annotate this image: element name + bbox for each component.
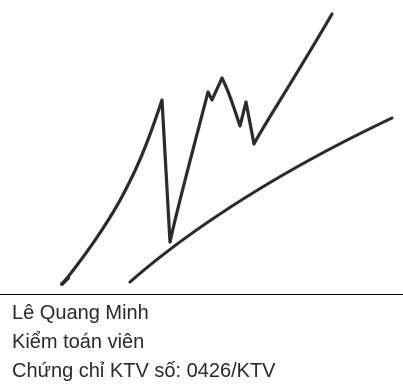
signature-start-dot xyxy=(60,276,70,286)
signer-title: Kiểm toán viên xyxy=(12,331,145,353)
signer-info: Lê Quang Minh Kiểm toán viên Chứng chỉ K… xyxy=(12,299,276,386)
signature-main-stroke xyxy=(62,12,334,284)
signer-certificate: Chứng chỉ KTV số: 0426/KTV xyxy=(12,360,276,382)
signer-name: Lê Quang Minh xyxy=(12,302,149,324)
handwritten-signature xyxy=(60,12,394,286)
signature-line xyxy=(0,294,403,295)
signature-underline-stroke xyxy=(128,116,394,284)
